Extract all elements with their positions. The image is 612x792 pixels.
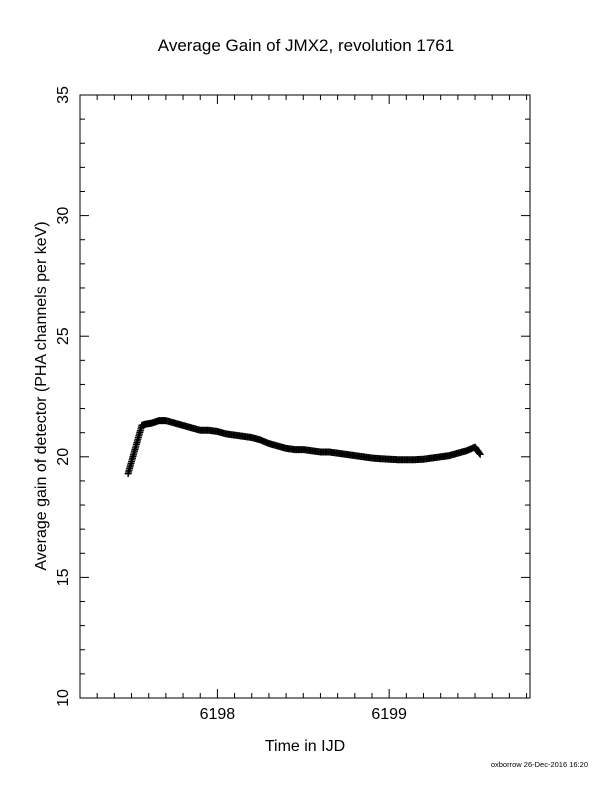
y-tick-label: 30 — [55, 207, 72, 225]
data-point — [475, 449, 483, 457]
y-axis-label: Average gain of detector (PHA channels p… — [33, 221, 50, 571]
y-tick-label: 15 — [55, 568, 72, 586]
x-tick-label: 6199 — [371, 706, 407, 723]
x-tick-label: 6198 — [200, 706, 236, 723]
plot-frame — [79, 94, 531, 699]
chart-title: Average Gain of JMX2, revolution 1761 — [157, 36, 455, 55]
data-series — [124, 417, 484, 478]
x-axis-label: Time in IJD — [264, 738, 346, 755]
y-tick-label: 25 — [55, 327, 72, 345]
y-tick-label: 35 — [55, 86, 72, 104]
y-tick-label: 10 — [55, 689, 72, 707]
y-tick-label: 20 — [55, 448, 72, 466]
footer-credit: oxborrow 26-Dec-2016 16:20 — [490, 760, 588, 769]
data-point — [476, 450, 484, 458]
